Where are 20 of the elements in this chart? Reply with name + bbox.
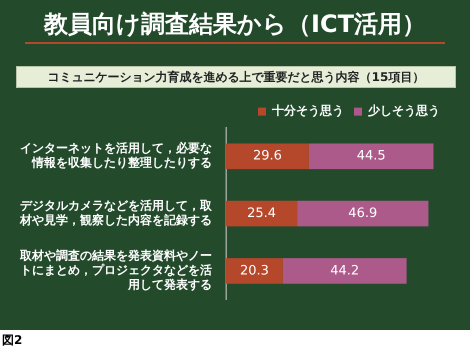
bar xyxy=(226,258,283,284)
chart-title: 教員向け調査結果から（ICT活用） xyxy=(42,9,427,40)
caption: 図2 xyxy=(2,332,22,348)
legend-label: 少しそう思う xyxy=(367,104,440,118)
data-label: 25.4 xyxy=(247,206,276,221)
bar xyxy=(297,200,428,226)
data-label: 44.5 xyxy=(356,148,386,164)
data-label: 29.6 xyxy=(252,148,282,164)
y-tick-label: 取材や調査の結果を発表資料やノートにまとめ，プロジェクタなどを活用して発表する xyxy=(19,248,212,292)
y-tick-label: インターネットを活用して，必要な情報を収集したり整理したりする xyxy=(20,141,212,170)
chart-subtitle: コミュニケーション力育成を進める上で重要だと思う内容（15項目） xyxy=(16,66,456,88)
y-tick-label: デジタルカメラなどを活用して，取材や見学，観察した内容を記録する xyxy=(19,198,213,227)
bar xyxy=(226,200,298,226)
data-label: 44.2 xyxy=(330,263,360,278)
bar xyxy=(226,143,309,170)
data-label: 46.9 xyxy=(348,206,378,221)
bar xyxy=(308,143,434,170)
data-label: 20.3 xyxy=(240,263,269,278)
bar xyxy=(282,258,407,284)
legend-label: 十分そう思う xyxy=(271,104,344,118)
